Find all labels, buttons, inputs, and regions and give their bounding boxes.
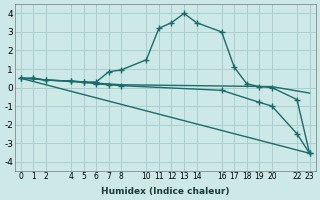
X-axis label: Humidex (Indice chaleur): Humidex (Indice chaleur) — [101, 187, 229, 196]
